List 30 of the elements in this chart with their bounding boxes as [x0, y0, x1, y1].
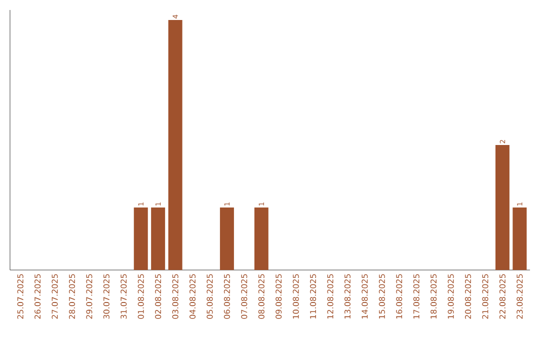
x-tick-label: 26.07.2025 [34, 274, 41, 319]
x-tick-label: 14.08.2025 [362, 274, 368, 318]
x-tick-label: 13.08.2025 [344, 274, 351, 318]
x-tick-label: 12.08.2025 [327, 274, 334, 318]
x-tick-label: 08.08.2025 [258, 274, 264, 319]
x-tick-label: 02.08.2025 [155, 274, 162, 319]
x-tick-label: 31.07.2025 [120, 274, 127, 319]
x-tick-label: 23.08.2025 [516, 274, 523, 319]
x-tick-label: 22.08.2025 [499, 274, 506, 319]
x-tick-label: 28.07.2025 [68, 274, 76, 319]
x-tick-label: 17.08.2025 [413, 274, 420, 318]
x-tick-label: 05.08.2025 [206, 274, 213, 319]
x-tick-label: 30.07.2025 [103, 274, 110, 319]
x-tick-label: 18.08.2025 [430, 274, 437, 318]
x-tick-label: 21.08.2025 [482, 274, 488, 319]
x-tick-label: 20.08.2025 [464, 274, 472, 319]
x-tick-label: 16.08.2025 [396, 274, 402, 318]
x-tick-label: 09.08.2025 [276, 274, 282, 319]
x-tick-label: 10.08.2025 [292, 274, 299, 318]
x-tick-label: 07.08.2025 [241, 274, 248, 319]
x-tick-label: 04.08.2025 [189, 274, 196, 319]
x-tick-label: 11.08.2025 [310, 274, 316, 318]
x-tick-label: 29.07.2025 [86, 274, 92, 319]
x-tick-label: 15.08.2025 [378, 274, 385, 318]
x-tick-label: 25.07.2025 [17, 274, 24, 319]
x-tick-label: 19.08.2025 [448, 274, 454, 318]
x-tick-label: 03.08.2025 [172, 274, 178, 319]
x-tick-label: 06.08.2025 [224, 274, 230, 319]
x-tick-label: 01.08.2025 [138, 274, 144, 319]
x-tick-label: 27.07.2025 [52, 274, 58, 319]
